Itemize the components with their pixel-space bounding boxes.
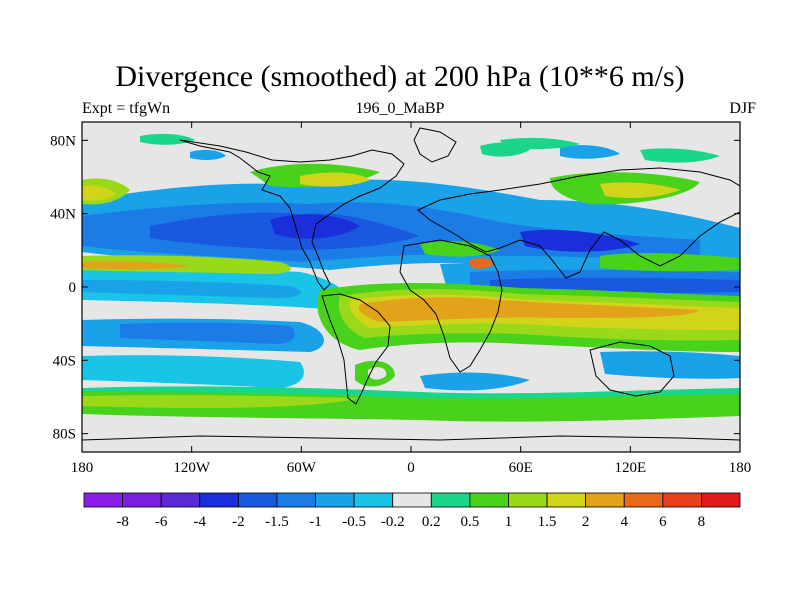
colorbar-swatch: [623, 492, 664, 508]
contour-region: [82, 355, 304, 388]
y-tick-label: 40N: [50, 207, 76, 223]
contour-region: [600, 182, 680, 198]
x-tick-label: 120W: [173, 460, 211, 476]
chart-title: Divergence (smoothed) at 200 hPa (10**6 …: [115, 60, 685, 93]
colorbar-label: 8: [698, 514, 706, 530]
colorbar-swatch: [237, 492, 278, 508]
contour-region: [358, 297, 700, 322]
colorbar-label: 2: [582, 514, 590, 530]
contour-region: [368, 367, 387, 380]
coastline-australia: [589, 341, 675, 397]
colorbar-label: 6: [659, 514, 667, 530]
y-tick-label: 40S: [53, 353, 76, 369]
colorbar-label: 0.2: [422, 514, 441, 530]
x-tick-label: 60W: [287, 460, 317, 476]
colorbar-swatch: [662, 492, 702, 508]
contour-region: [82, 255, 291, 274]
colorbar-label: -6: [155, 514, 168, 530]
colorbar-swatch: [585, 492, 625, 508]
contour-region: [420, 372, 530, 391]
colorbar-label: -1.5: [265, 514, 289, 530]
contour-region: [82, 386, 740, 399]
season-label: DJF: [729, 100, 756, 117]
coastline-greenland: [413, 127, 457, 163]
colorbar-label: 1: [505, 514, 513, 530]
colorbar-label: -2: [232, 514, 245, 530]
x-tick-label: 180: [71, 460, 94, 476]
colorbar-swatch: [430, 492, 471, 508]
contour-region: [190, 149, 226, 160]
coastline-africa: [399, 239, 503, 373]
contour-region: [500, 137, 580, 150]
coastline-layer: [82, 127, 740, 441]
colorbar-label: 1.5: [538, 514, 557, 530]
contour-region: [82, 261, 190, 270]
contour-region: [300, 172, 370, 187]
contour-region: [560, 145, 620, 159]
contour-region: [470, 257, 494, 269]
contour-region: [120, 322, 296, 344]
experiment-label: Expt = tfgWn: [82, 100, 171, 117]
contour-region: [600, 351, 740, 379]
contour-region: [140, 133, 195, 145]
contour-region: [520, 229, 640, 252]
x-tick-label: 120E: [614, 460, 646, 476]
contour-region: [640, 148, 720, 163]
contour-fill-layer: [82, 133, 740, 422]
colorbar-swatch: [122, 492, 162, 508]
y-tick-label: 80S: [53, 427, 76, 443]
x-tick-label: 60E: [509, 460, 533, 476]
colorbar-swatch: [160, 492, 201, 508]
colorbar-label: -8: [116, 514, 129, 530]
colorbar-swatch: [701, 492, 741, 508]
colorbar-swatch: [276, 492, 316, 508]
colorbar-label: -4: [194, 514, 207, 530]
contour-region: [420, 241, 500, 257]
y-tick-label: 0: [69, 280, 77, 296]
colorbar-label: -0.2: [381, 514, 405, 530]
colorbar-label: 0.5: [461, 514, 480, 530]
coastline-south-america: [321, 293, 391, 405]
colorbar-swatch: [392, 492, 432, 508]
contour-region: [82, 185, 116, 201]
colorbar-swatch: [353, 492, 394, 508]
colorbar-label: 4: [620, 514, 628, 530]
coastline-eurasia: [417, 167, 740, 279]
colorbar-label: -1: [309, 514, 322, 530]
colorbar-swatch: [508, 492, 548, 508]
y-tick-label: 80N: [50, 133, 76, 149]
coastline-antarctica: [82, 435, 740, 441]
colorbar-swatch: [469, 492, 509, 508]
colorbar-swatch: [315, 492, 355, 508]
colorbar-swatch: [546, 492, 587, 508]
contour-region: [600, 252, 740, 272]
colorbar-swatch: [199, 492, 239, 508]
colorbar-label: -0.5: [342, 514, 366, 530]
period-label: 196_0_MaBP: [355, 100, 445, 117]
colorbar-swatch: [83, 492, 123, 508]
contour-region: [82, 280, 301, 298]
contour-region: [82, 395, 360, 408]
x-tick-label: 180: [729, 460, 752, 476]
x-tick-label: 0: [407, 460, 415, 476]
coastline-north-america: [179, 139, 405, 291]
